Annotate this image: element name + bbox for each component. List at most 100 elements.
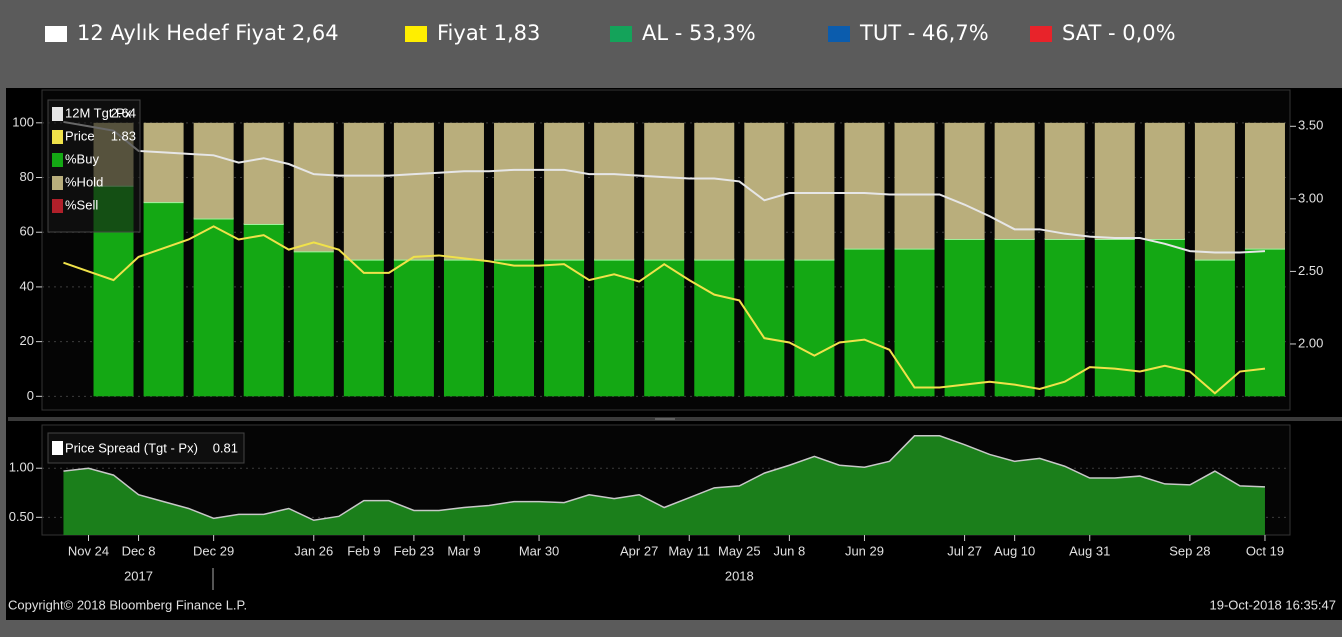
bar-segment	[143, 122, 184, 203]
bar-segment	[143, 202, 184, 397]
legend-label: TUT - 46,7%	[859, 21, 989, 45]
bar-segment	[443, 259, 484, 397]
bar-segment	[944, 122, 985, 240]
bar-segment	[494, 259, 535, 397]
bar-segment	[544, 122, 585, 260]
bar-segment	[844, 248, 885, 397]
bar-segment	[694, 259, 735, 397]
bar-segment	[293, 122, 334, 252]
x-tick-label: May 11	[668, 543, 710, 558]
bar-segment	[794, 122, 835, 260]
y-tick-label: 100	[12, 114, 34, 129]
bar-segment	[544, 259, 585, 397]
y-tick-label: 60	[20, 224, 34, 239]
legend-swatch	[828, 26, 850, 42]
y-tick-label: 1.00	[9, 460, 34, 475]
x-tick-label: Sep 28	[1169, 543, 1210, 558]
y-tick-label: 20	[20, 333, 34, 348]
legend-swatch	[52, 130, 63, 144]
legend-swatch	[52, 441, 63, 455]
legend-label: 12M Tgt Px	[65, 105, 132, 120]
bar-segment	[894, 122, 935, 249]
legend-label: %Hold	[65, 174, 103, 189]
bar-segment	[293, 251, 334, 397]
y2-tick-label: 3.50	[1298, 118, 1323, 133]
legend-box	[47, 432, 245, 464]
x-tick-label: Aug 31	[1069, 543, 1110, 558]
x-tick-label: Dec 8	[122, 543, 156, 558]
bar-segment	[644, 122, 685, 260]
y-tick-label: 40	[20, 278, 34, 293]
bar-segment	[894, 248, 935, 397]
legend-swatch	[405, 26, 427, 42]
bar-segment	[393, 122, 434, 260]
x-tick-label: Mar 30	[519, 543, 559, 558]
x-tick-label: Jan 26	[294, 543, 333, 558]
bar-segment	[594, 122, 635, 260]
legend-swatch	[610, 26, 632, 42]
y-tick-label: 80	[20, 169, 34, 184]
legend-label: Fiyat 1,83	[437, 21, 540, 45]
bar-segment	[1144, 122, 1185, 240]
legend-swatch	[52, 153, 63, 167]
bar-segment	[343, 259, 384, 397]
y2-tick-label: 2.00	[1298, 335, 1323, 350]
bar-segment	[243, 122, 284, 225]
bar-segment	[644, 259, 685, 397]
bar-segment	[594, 259, 635, 397]
year-label: 2018	[725, 568, 754, 583]
x-tick-label: Nov 24	[68, 543, 109, 558]
x-tick-label: Jun 29	[845, 543, 884, 558]
bar-segment	[193, 122, 234, 219]
y-tick-label: 0	[27, 388, 34, 403]
legend-swatch	[52, 199, 63, 213]
legend-label: %Sell	[65, 197, 98, 212]
legend-swatch	[45, 26, 67, 42]
legend-swatch	[52, 107, 63, 121]
area-line	[63, 435, 1265, 522]
line-series	[63, 225, 1266, 395]
bar-segment	[343, 122, 384, 260]
y-tick-label: 0.50	[9, 509, 34, 524]
bar-segment	[944, 239, 985, 397]
bar-segment	[193, 218, 234, 397]
legend-swatch	[1030, 26, 1052, 42]
bar-segment	[1244, 248, 1285, 397]
bar-segment	[994, 239, 1035, 397]
legend-label: SAT - 0,0%	[1062, 21, 1176, 45]
bar-segment	[744, 122, 785, 260]
area-fill	[63, 435, 1265, 535]
x-tick-label: Feb 9	[347, 543, 380, 558]
year-label: 2017	[124, 568, 153, 583]
legend-value: 0.81	[213, 440, 238, 455]
y2-tick-label: 3.00	[1298, 190, 1323, 205]
bar-segment	[1094, 239, 1135, 397]
bar-segment	[794, 259, 835, 397]
bar-segment	[1094, 122, 1135, 240]
copyright: Copyright© 2018 Bloomberg Finance L.P.	[8, 597, 247, 612]
x-tick-label: Feb 23	[394, 543, 434, 558]
bar-segment	[393, 259, 434, 397]
line-series	[63, 120, 1266, 254]
bar-segment	[443, 122, 484, 260]
timestamp: 19-Oct-2018 16:35:47	[1210, 597, 1336, 612]
legend-swatch	[52, 176, 63, 190]
bar-segment	[1194, 259, 1235, 397]
legend-label: %Buy	[65, 151, 99, 166]
x-tick-label: Mar 9	[447, 543, 480, 558]
x-tick-label: Apr 27	[620, 543, 658, 558]
legend-label: 12 Aylık Hedef Fiyat 2,64	[77, 21, 339, 45]
bar-segment	[694, 122, 735, 260]
bar-segment	[1044, 239, 1085, 397]
x-tick-label: Oct 19	[1246, 543, 1284, 558]
legend-value: 1.83	[111, 128, 136, 143]
x-tick-label: May 25	[718, 543, 761, 558]
legend-label: Price Spread (Tgt - Px)	[65, 440, 198, 455]
y2-tick-label: 2.50	[1298, 263, 1323, 278]
legend-box	[47, 99, 141, 233]
bar-segment	[494, 122, 535, 260]
bar-segment	[1194, 122, 1235, 260]
bar-segment	[844, 122, 885, 249]
